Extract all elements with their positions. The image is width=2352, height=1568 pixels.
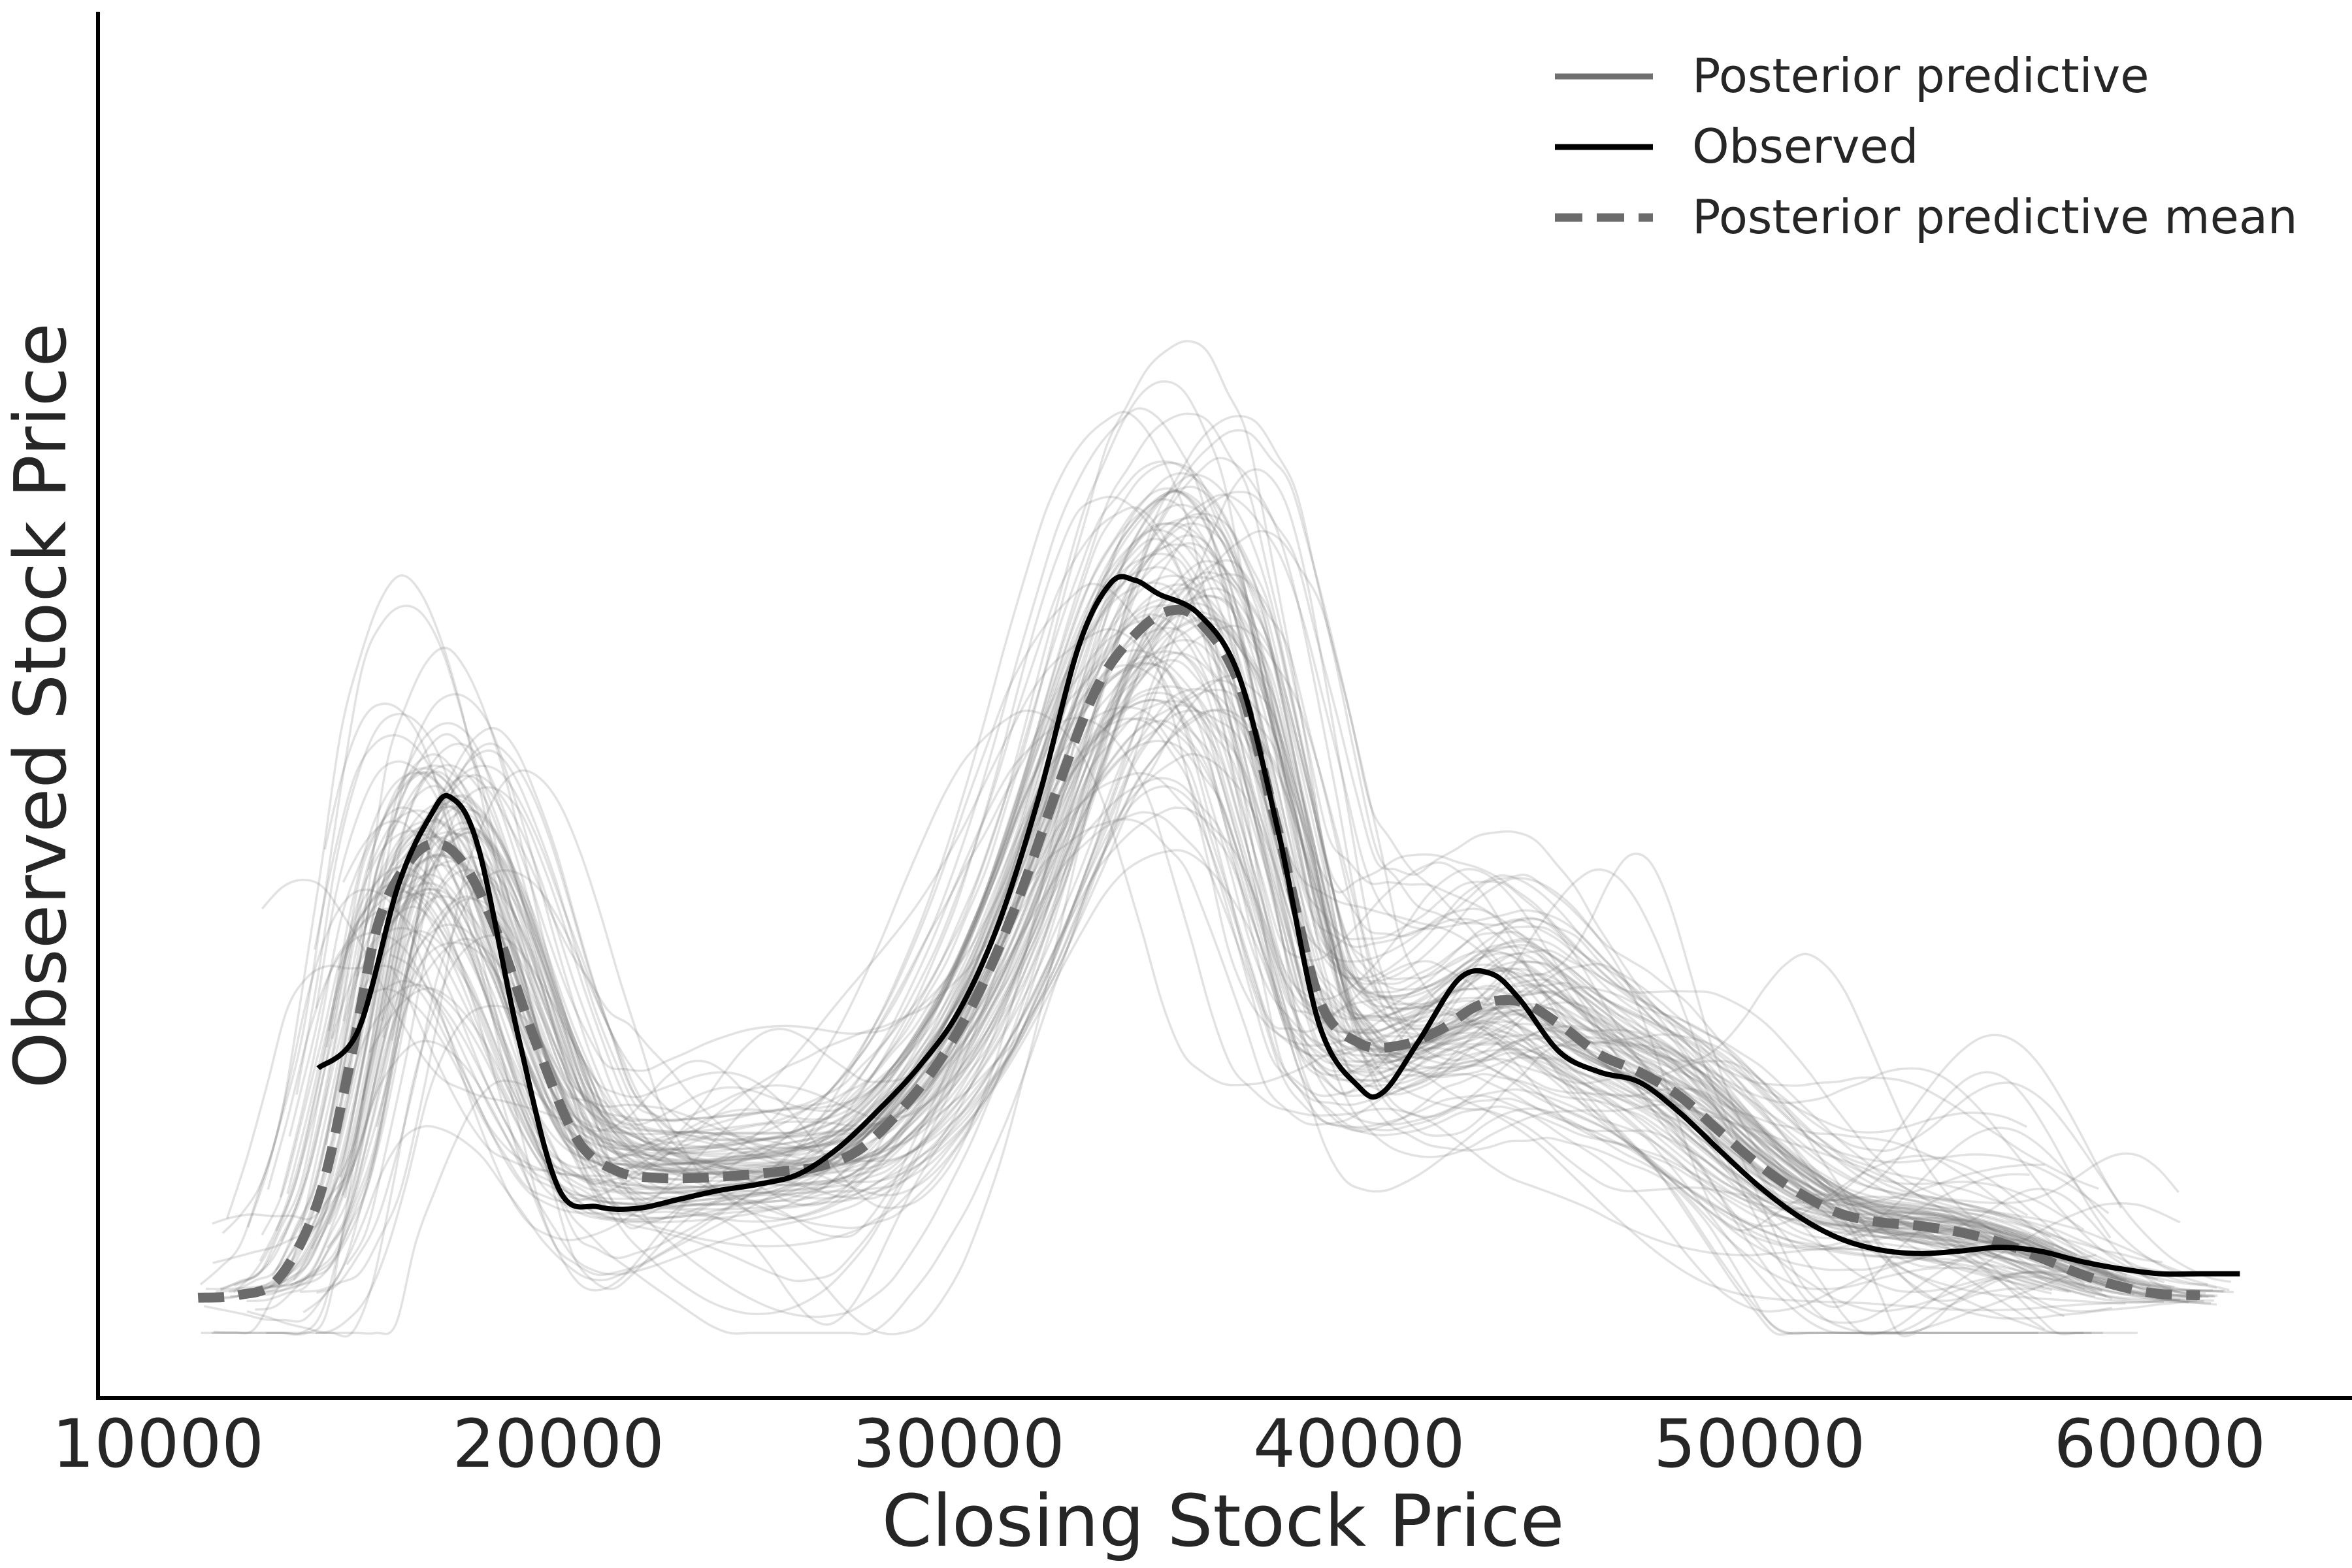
posterior-predictive-line xyxy=(382,811,2085,1313)
posterior-predictive-line xyxy=(337,574,2181,1335)
posterior-predictive-line xyxy=(346,572,2029,1268)
posterior-predictive-line xyxy=(295,407,2038,1337)
posterior-predictive-line xyxy=(315,506,2179,1275)
posterior-predictive-line xyxy=(293,602,2136,1284)
posterior-predictive-line xyxy=(248,503,2151,1316)
posterior-predictive-line xyxy=(246,595,2069,1303)
observed-layer xyxy=(316,574,2240,1277)
posterior-predictive-line xyxy=(275,491,2158,1281)
posterior-predictive-line xyxy=(328,753,2212,1326)
posterior-predictive-line xyxy=(206,472,2208,1290)
posterior-predictive-line xyxy=(255,415,2198,1320)
posterior-predictive-line xyxy=(314,689,2077,1267)
posterior-predictive-line xyxy=(382,571,2046,1331)
posterior-predictive-line xyxy=(261,710,2164,1312)
legend: Posterior predictive Observed Posterior … xyxy=(1555,48,2298,244)
posterior-predictive-line xyxy=(392,489,2175,1288)
posterior-predictive-line xyxy=(213,698,2036,1336)
posterior-predictive-line xyxy=(294,491,2217,1289)
posterior-predictive-line xyxy=(233,487,2117,1287)
x-tick-label: 60000 xyxy=(2054,1405,2266,1483)
posterior-predictive-line xyxy=(199,574,2103,1293)
posterior-predictive-line xyxy=(389,717,2052,1295)
posterior-predictive-line xyxy=(310,674,2174,1291)
posterior-predictive-line xyxy=(380,560,2223,1335)
legend-label-posterior-predictive: Posterior predictive xyxy=(1692,48,2149,103)
x-tick-label: 20000 xyxy=(452,1405,664,1483)
posterior-predictive-line xyxy=(389,717,2053,1292)
posterior-predictive-line xyxy=(344,534,2127,1277)
posterior-predictive-line xyxy=(212,559,2055,1248)
posterior-predictive-line xyxy=(387,412,2130,1282)
x-tick-labels: 10000 20000 30000 40000 50000 60000 xyxy=(52,1405,2266,1483)
posterior-predictive-line xyxy=(302,849,2085,1314)
posterior-predictive-line xyxy=(368,785,2072,1335)
posterior-predictive-line xyxy=(269,429,2232,1288)
posterior-predictive-line xyxy=(361,740,2084,1335)
posterior-predictive-line xyxy=(212,679,2055,1264)
x-tick-label: 40000 xyxy=(1253,1405,1465,1483)
x-tick-label: 30000 xyxy=(853,1405,1064,1483)
posterior-predictive-line xyxy=(216,543,2138,1335)
posterior-predictive-line xyxy=(255,485,2078,1292)
posterior-predictive-line xyxy=(342,597,2225,1292)
posterior-predictive-line xyxy=(262,493,2085,1293)
x-tick-label: 50000 xyxy=(1654,1405,1865,1483)
posterior-predictive-line xyxy=(316,625,2199,1299)
axes xyxy=(96,12,2352,1400)
posterior-predictive-line xyxy=(331,581,2234,1294)
posterior-predictive-line xyxy=(364,818,2107,1298)
posterior-predictive-line xyxy=(323,410,2127,1281)
posterior-predictive-line xyxy=(390,529,2213,1292)
posterior-predictive-line xyxy=(304,542,2027,1241)
posterior-predictive-line xyxy=(246,628,2050,1253)
posterior-predictive-line xyxy=(286,719,2230,1335)
posterior-predictive-line xyxy=(382,655,2204,1303)
posterior-predictive-line xyxy=(255,806,2217,1311)
posterior-predictive-line xyxy=(229,512,2051,1293)
posterior-predictive-line xyxy=(355,461,2099,1190)
legend-label-observed: Observed xyxy=(1692,119,1918,174)
posterior-predictive-line xyxy=(395,685,2218,1297)
posterior-predictive-line xyxy=(337,772,2180,1301)
legend-label-posterior-predictive-mean: Posterior predictive mean xyxy=(1692,189,2298,244)
posterior-predictive-line xyxy=(325,340,2029,1217)
posterior-predictive-samples xyxy=(199,340,2234,1338)
posterior-predictive-line xyxy=(326,687,2189,1335)
posterior-predictive-mean-layer xyxy=(197,604,2200,1303)
posterior-predictive-line xyxy=(220,552,2163,1292)
posterior-predictive-line xyxy=(283,587,2206,1295)
posterior-predictive-line xyxy=(391,700,2214,1302)
x-tick-label: 10000 xyxy=(52,1405,264,1483)
posterior-predictive-line xyxy=(361,515,2165,1284)
posterior-predictive-line xyxy=(244,610,2127,1324)
posterior-predictive-line xyxy=(201,704,2163,1336)
posterior-predictive-mean-line xyxy=(197,604,2200,1303)
posterior-predictive-line xyxy=(230,587,2113,1318)
posterior-predictive-line xyxy=(342,661,2045,1207)
posterior-predictive-line xyxy=(397,460,2061,1309)
posterior-predictive-line xyxy=(267,664,2030,1249)
posterior-predictive-line xyxy=(327,538,2051,1269)
posterior-predictive-line xyxy=(316,708,2118,1335)
posterior-predictive-line xyxy=(261,698,2044,1290)
observed-line xyxy=(316,574,2240,1277)
posterior-predictive-line xyxy=(280,691,2103,1336)
posterior-predictive-line xyxy=(341,615,2125,1282)
posterior-predictive-line xyxy=(221,380,2065,1318)
x-axis-label: Closing Stock Price xyxy=(882,1479,1565,1563)
posterior-predictive-line xyxy=(271,650,2134,1313)
posterior-predictive-line xyxy=(203,621,2126,1323)
posterior-predictive-line xyxy=(299,530,2182,1294)
posterior-predictive-line xyxy=(348,473,2092,1335)
posterior-predictive-line xyxy=(385,612,2069,1269)
y-axis-label: Observed Stock Price xyxy=(0,323,82,1088)
posterior-predictive-line xyxy=(220,498,2123,1290)
posterior-predictive-line xyxy=(376,457,2180,1205)
